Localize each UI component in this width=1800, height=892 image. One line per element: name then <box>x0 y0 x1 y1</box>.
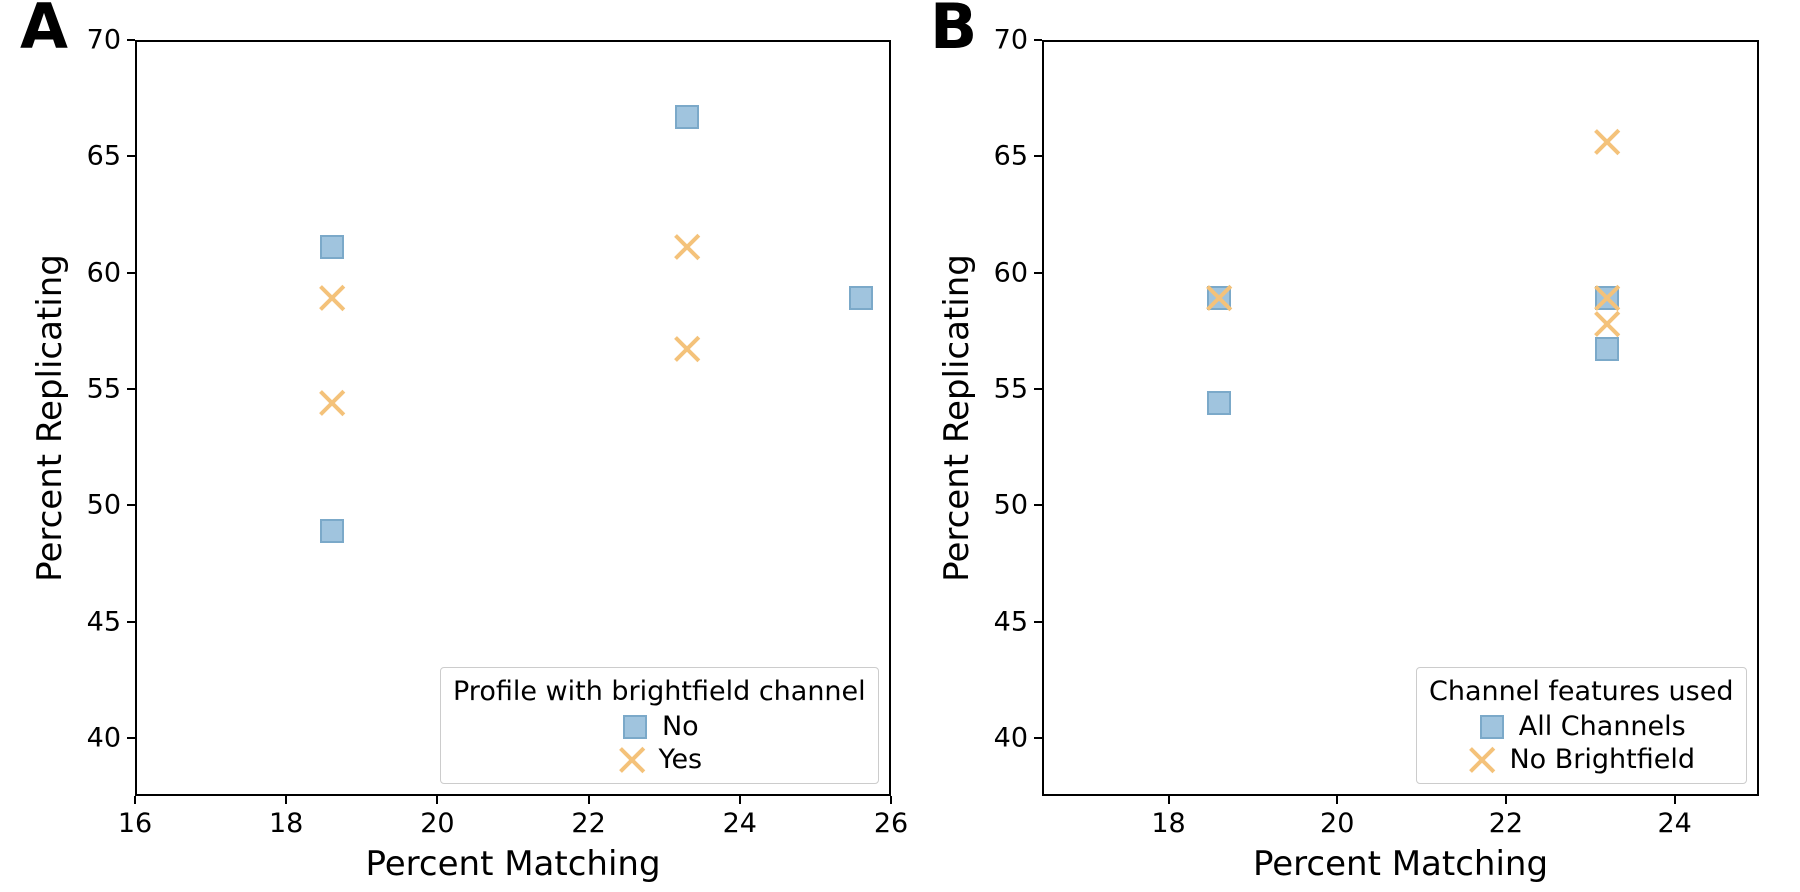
y-tick-label: 40 <box>87 722 121 753</box>
legend-label: All Channels <box>1519 711 1686 742</box>
data-point-x <box>1594 285 1620 311</box>
y-tick-mark <box>1034 388 1042 390</box>
y-tick-mark <box>127 155 135 157</box>
legend: Profile with brightfield channel NoYes <box>440 667 879 784</box>
x-tick-mark <box>436 796 438 804</box>
data-point-x <box>1594 129 1620 155</box>
x-tick-label: 22 <box>571 808 605 839</box>
y-tick-mark <box>127 621 135 623</box>
y-axis-label: Percent Replicating <box>30 254 70 582</box>
x-tick-label: 20 <box>1320 808 1354 839</box>
x-tick-label: 22 <box>1489 808 1523 839</box>
y-tick-mark <box>127 39 135 41</box>
y-tick-label: 70 <box>994 25 1028 56</box>
legend-label: No Brightfield <box>1509 744 1695 775</box>
data-point-x <box>319 285 345 311</box>
legend-title: Channel features used <box>1429 676 1734 707</box>
x-tick-mark <box>1674 796 1676 804</box>
y-tick-mark <box>127 737 135 739</box>
square-marker-icon <box>620 715 650 739</box>
x-tick-mark <box>739 796 741 804</box>
legend-title: Profile with brightfield channel <box>453 676 866 707</box>
x-tick-label: 26 <box>874 808 908 839</box>
x-tick-label: 24 <box>1657 808 1691 839</box>
y-tick-label: 60 <box>87 257 121 288</box>
data-point-square <box>1207 391 1231 415</box>
y-tick-label: 70 <box>87 25 121 56</box>
panel-letter-b: B <box>930 0 977 63</box>
y-tick-label: 45 <box>87 606 121 637</box>
y-tick-label: 65 <box>87 141 121 172</box>
x-axis-label: Percent Matching <box>1253 844 1548 884</box>
y-tick-mark <box>127 504 135 506</box>
data-point-x <box>674 234 700 260</box>
data-point-x <box>674 336 700 362</box>
x-tick-mark <box>1505 796 1507 804</box>
y-tick-mark <box>1034 737 1042 739</box>
figure-root: A 16 18 20 22 24 26 40 45 50 55 60 65 70 Percent Match… <box>0 0 1800 892</box>
y-tick-mark <box>127 388 135 390</box>
y-tick-label: 55 <box>87 373 121 404</box>
data-point-square <box>1595 337 1619 361</box>
x-marker-icon <box>617 748 647 772</box>
y-tick-mark <box>1034 272 1042 274</box>
data-point-x <box>319 390 345 416</box>
data-point-square <box>320 235 344 259</box>
x-marker-icon <box>1467 748 1497 772</box>
y-tick-label: 60 <box>994 257 1028 288</box>
data-point-x <box>1206 285 1232 311</box>
y-tick-mark <box>1034 504 1042 506</box>
data-point-square <box>320 519 344 543</box>
legend-item: No <box>453 711 866 742</box>
legend-label: No <box>662 711 699 742</box>
y-tick-mark <box>1034 39 1042 41</box>
panel-letter-a: A <box>20 0 68 63</box>
y-tick-label: 50 <box>994 490 1028 521</box>
x-tick-mark <box>1336 796 1338 804</box>
y-tick-mark <box>1034 621 1042 623</box>
data-point-square <box>849 286 873 310</box>
x-tick-label: 18 <box>1151 808 1185 839</box>
legend-label: Yes <box>659 744 703 775</box>
x-tick-mark <box>285 796 287 804</box>
legend-item: No Brightfield <box>1429 744 1734 775</box>
x-tick-label: 16 <box>118 808 152 839</box>
x-axis-label: Percent Matching <box>365 844 660 884</box>
x-tick-label: 20 <box>420 808 454 839</box>
y-tick-label: 50 <box>87 490 121 521</box>
legend-item: Yes <box>453 744 866 775</box>
y-axis-label: Percent Replicating <box>937 254 977 582</box>
x-tick-mark <box>1168 796 1170 804</box>
x-tick-mark <box>588 796 590 804</box>
square-marker-icon <box>1477 715 1507 739</box>
y-tick-label: 55 <box>994 373 1028 404</box>
x-tick-mark <box>890 796 892 804</box>
legend: Channel features used All ChannelsNo Brig… <box>1416 667 1747 784</box>
legend-item: All Channels <box>1429 711 1734 742</box>
y-tick-label: 65 <box>994 141 1028 172</box>
y-tick-label: 40 <box>994 722 1028 753</box>
y-tick-mark <box>127 272 135 274</box>
data-point-x <box>1594 311 1620 337</box>
x-tick-label: 24 <box>723 808 757 839</box>
y-tick-mark <box>1034 155 1042 157</box>
x-tick-mark <box>134 796 136 804</box>
x-tick-label: 18 <box>269 808 303 839</box>
data-point-square <box>675 105 699 129</box>
y-tick-label: 45 <box>994 606 1028 637</box>
